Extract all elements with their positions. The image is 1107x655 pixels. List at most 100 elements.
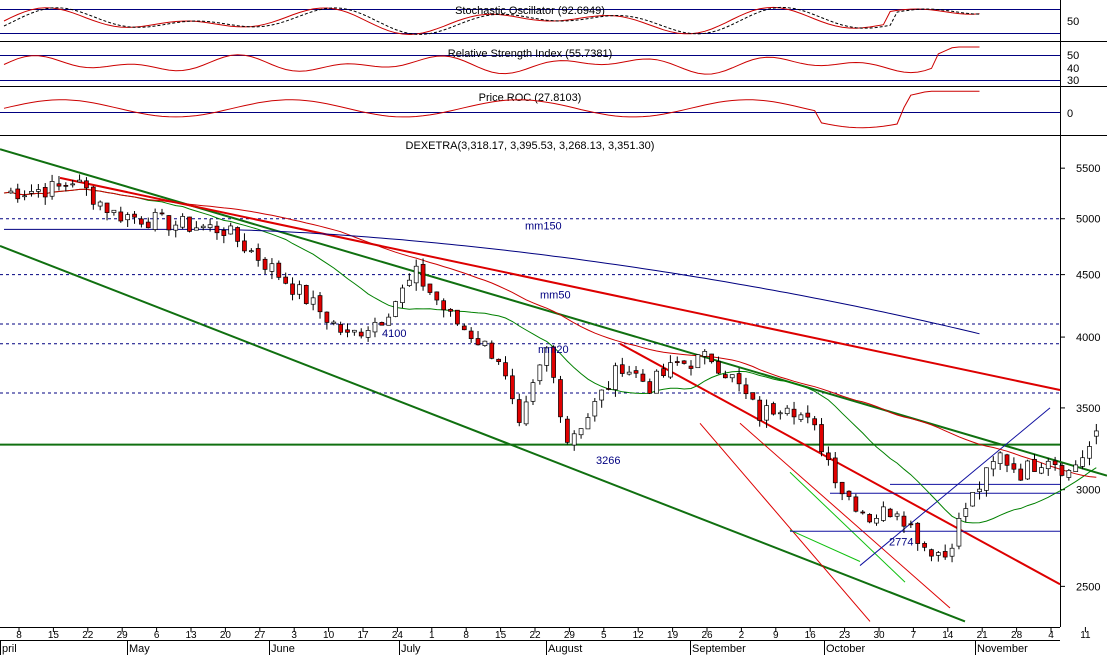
x-tick-label: 12 — [633, 630, 645, 641]
candle-body — [530, 382, 536, 402]
candle-body — [929, 549, 934, 557]
candle-body — [214, 225, 220, 234]
candle-body — [200, 225, 206, 229]
x-tick-label: 14 — [942, 630, 954, 641]
candle-body — [613, 365, 618, 390]
candle-body — [125, 214, 131, 221]
rsi-tick-30: 30 — [1067, 75, 1079, 87]
candle-body — [523, 401, 529, 425]
candle-body — [571, 433, 577, 446]
roc-line — [3, 90, 980, 129]
candle-body — [812, 418, 818, 426]
candle-body — [990, 461, 996, 470]
candle-body — [173, 224, 179, 231]
x-tick-label: 5 — [601, 630, 607, 641]
candle-body — [722, 374, 728, 379]
short-downtrend-red — [619, 342, 1061, 586]
candle-body — [372, 321, 378, 333]
candle-body — [640, 373, 646, 382]
candle-body — [736, 373, 742, 385]
panel-frames — [0, 0, 1107, 641]
x-tick-label: 21 — [977, 630, 989, 641]
candle-body — [819, 424, 824, 453]
candle-body — [564, 418, 570, 443]
x-tick-label: 3 — [291, 630, 297, 641]
uptrend-blue-line — [859, 407, 1051, 566]
candle-body — [104, 202, 110, 213]
x-tick-label: 29 — [117, 630, 129, 641]
candle-body — [784, 407, 790, 414]
x-tick-label: 23 — [839, 630, 851, 641]
candle-body — [379, 322, 385, 326]
candle-body — [1025, 460, 1030, 480]
candle-body — [84, 180, 89, 189]
x-tick-label: 13 — [185, 630, 197, 641]
candle-body — [1018, 468, 1024, 481]
minor-green-channel-1 — [789, 471, 906, 583]
stoch-tick-50: 50 — [1067, 16, 1079, 28]
y-tick-label: 2500 — [1076, 581, 1100, 593]
candle-body — [771, 403, 776, 415]
candle-body — [846, 490, 852, 497]
candle-body — [406, 279, 412, 286]
candle-body — [310, 297, 316, 305]
channel-red-thin-2 — [739, 422, 951, 609]
candle-body — [290, 283, 295, 295]
x-axis-months: pril May June July August September October Nov… — [0, 640, 1028, 655]
candle-body — [791, 408, 797, 418]
month-label: September — [692, 643, 746, 655]
candle-body — [894, 513, 900, 517]
candle-body — [468, 330, 474, 339]
candle-body — [599, 389, 605, 401]
month-label: pril — [2, 643, 17, 655]
mm50-line — [3, 188, 1097, 478]
x-tick-label: 15 — [48, 630, 60, 641]
candle-body — [1045, 460, 1051, 470]
candle-body — [496, 358, 501, 362]
x-tick-label: 24 — [392, 630, 404, 641]
candle-body — [1052, 460, 1058, 465]
candle-body — [77, 179, 82, 183]
x-tick-label: 2 — [739, 630, 745, 641]
upper-channel-trendline — [0, 148, 1107, 477]
month-label: May — [129, 643, 150, 655]
candle-body — [242, 240, 247, 252]
candle-body — [187, 216, 192, 232]
candle-body — [482, 340, 488, 346]
candle-body — [448, 308, 453, 312]
candle-body — [365, 330, 371, 338]
candle-body — [922, 543, 927, 548]
candle-body — [338, 324, 343, 333]
candle-body — [42, 187, 48, 198]
candle-body — [826, 452, 831, 461]
candle-body — [297, 284, 302, 295]
candle-body — [606, 388, 611, 390]
candle-body — [22, 195, 27, 198]
candle-body — [352, 329, 357, 333]
candle-body — [145, 221, 151, 229]
candle-body — [461, 325, 467, 331]
candle-body — [221, 230, 227, 236]
candle-body — [489, 342, 495, 359]
annotation-2774: 2774 — [889, 537, 913, 549]
x-tick-label: 28 — [1011, 630, 1023, 641]
candle-body — [681, 360, 687, 364]
candle-body — [393, 301, 398, 317]
y-tick-label: 3000 — [1076, 485, 1100, 497]
candle-body — [455, 309, 460, 325]
stochastic-d-line — [3, 6, 980, 35]
x-tick-label: 6 — [154, 630, 160, 641]
annotation-4100: 4100 — [382, 328, 406, 340]
rsi-tick-50: 50 — [1067, 50, 1079, 62]
candle-body — [674, 361, 680, 364]
candle-body — [1066, 470, 1072, 478]
candle-body — [984, 467, 989, 491]
x-tick-label: 11 — [1080, 630, 1091, 641]
candle-body — [668, 362, 673, 378]
candle-body — [400, 287, 405, 303]
candle-body — [255, 248, 261, 261]
resistance-trendline-red — [59, 176, 1061, 391]
candle-body — [269, 263, 275, 272]
x-tick-label: 22 — [82, 630, 94, 641]
